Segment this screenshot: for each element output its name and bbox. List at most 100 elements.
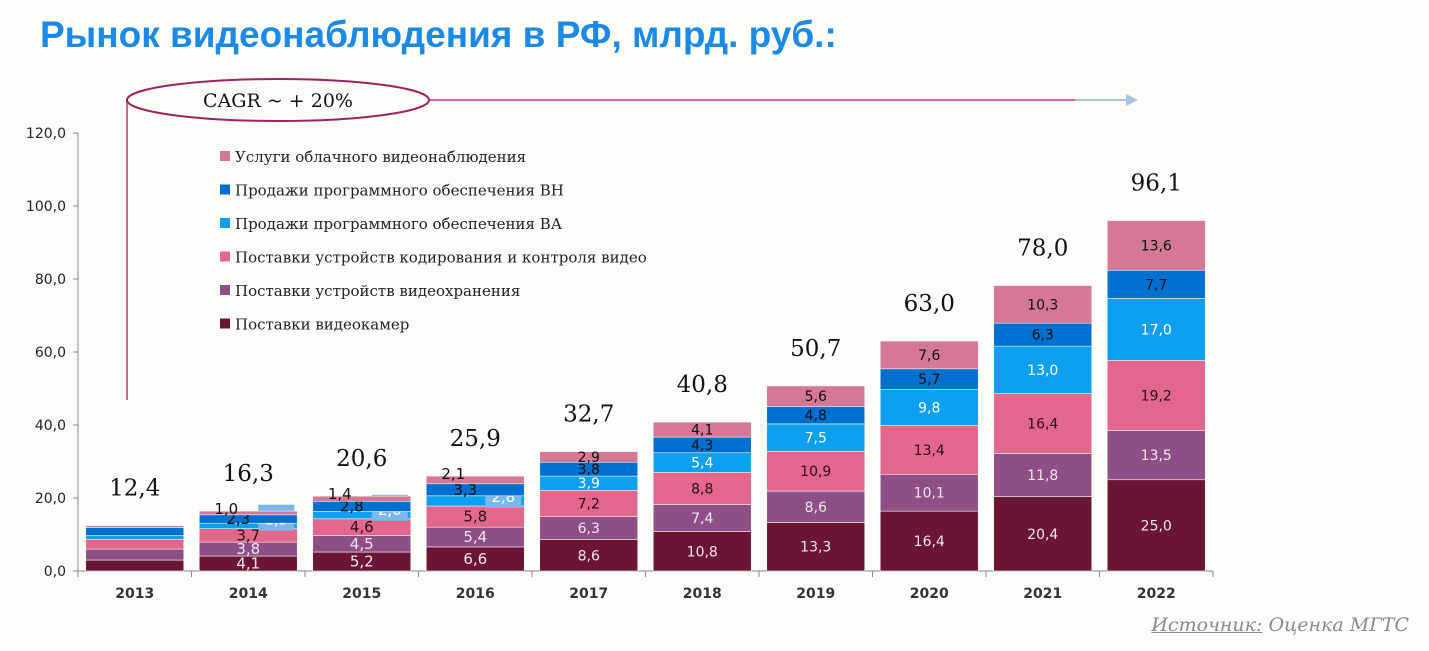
x-tick-label: 2020 [910, 586, 949, 602]
data-label: 5,7 [918, 372, 940, 388]
total-label: 96,1 [1131, 171, 1182, 197]
total-label: 32,7 [563, 402, 614, 428]
data-label: 4,8 [805, 408, 827, 424]
data-label: 6,6 [463, 550, 487, 568]
legend-item: Продажи программного обеспечения ВА [220, 215, 563, 233]
bar-segment [652, 531, 752, 572]
legend-swatch [220, 151, 230, 161]
total-label: 12,4 [109, 476, 160, 502]
bar-2019: 13,3 8,6 10,9 7,5 4,8 5,6 [766, 385, 866, 572]
data-label: 25,0 [1141, 518, 1172, 534]
legend-swatch [220, 251, 230, 262]
data-label: 1,4 [328, 485, 352, 503]
data-label: 8,6 [805, 500, 827, 516]
source-text: Оценка МГТС [1262, 614, 1409, 636]
data-label: 6,3 [1032, 328, 1054, 344]
source-label: Источник: [1151, 614, 1263, 636]
bar-segment [1106, 220, 1206, 271]
y-tick-label: 100,0 [26, 199, 66, 215]
bar-segment [879, 510, 979, 572]
data-label: 6,3 [578, 521, 600, 537]
bar-segment [539, 490, 639, 517]
bar-segment [539, 451, 639, 463]
bar-segment [993, 453, 1093, 497]
bar-segment [85, 538, 185, 550]
bar-segment [1106, 298, 1206, 361]
data-label: 10,1 [914, 486, 945, 502]
data-label: 5,8 [463, 508, 487, 526]
data-label: 4,1 [236, 555, 260, 573]
bar-2015: 5,24,54,62,02,81,4 [312, 485, 412, 572]
legend-label: Поставки устройств кодирования и контрол… [235, 249, 647, 267]
legend-item: Поставки видеокамер [220, 316, 409, 334]
cagr-ellipse [126, 78, 430, 122]
y-tick-label: 120,0 [26, 126, 66, 142]
legend-label: Услуги облачного видеонаблюдения [235, 148, 526, 166]
data-label: 10,3 [1027, 297, 1058, 313]
y-tick-label: 40,0 [35, 418, 66, 434]
x-tick-label: 2015 [342, 586, 381, 602]
total-label: 78,0 [1017, 236, 1068, 262]
y-tick-label: 80,0 [35, 272, 66, 288]
data-label: 5,4 [463, 528, 487, 546]
data-label: 13,6 [1141, 238, 1172, 254]
data-label: 3,8 [578, 462, 600, 478]
legend-label: Поставки устройств видеохранения [235, 282, 520, 300]
y-tick-label: 60,0 [35, 345, 66, 361]
data-label: 10,9 [800, 464, 831, 480]
legend-item: Услуги облачного видеонаблюдения [220, 148, 526, 166]
data-label: 8,8 [691, 482, 713, 498]
total-label: 20,6 [336, 446, 387, 472]
bar-segment [879, 340, 979, 370]
data-label: 4,1 [691, 423, 713, 439]
data-label: 3,8 [236, 540, 260, 558]
data-label: 13,5 [1141, 448, 1172, 464]
x-tick-label: 2014 [229, 586, 268, 602]
data-label: 7,2 [578, 496, 600, 512]
page-title: Рынок видеонаблюдения в РФ, млрд. руб.: [40, 14, 837, 55]
bar-segment [1106, 430, 1206, 481]
data-label: 7,6 [918, 348, 940, 364]
cagr-label: CAGR ~ + 20% [203, 90, 353, 112]
data-label: 20,4 [1027, 527, 1058, 543]
data-label: 4,5 [350, 535, 374, 553]
data-label: 7,4 [691, 511, 713, 527]
data-label: 13,4 [914, 443, 945, 459]
data-label: 3,9 [578, 476, 600, 492]
x-tick-label: 2013 [115, 586, 154, 602]
x-tick-label: 2022 [1137, 586, 1176, 602]
data-label: 19,2 [1141, 388, 1172, 404]
total-label: 25,9 [450, 426, 501, 452]
total-label: 16,3 [223, 461, 274, 487]
x-tick-label: 2019 [796, 586, 835, 602]
data-label: 9,8 [918, 400, 940, 416]
bar-2014: 4,13,83,71,52,31,0 [198, 500, 298, 573]
y-tick-label: 20,0 [35, 491, 66, 507]
data-label: 10,8 [687, 544, 718, 560]
bar-segment [425, 475, 525, 485]
bar-segment [312, 495, 412, 502]
bar-segment [1106, 360, 1206, 431]
data-label: 13,3 [800, 540, 831, 556]
bar-segment [85, 548, 185, 561]
data-label: 16,4 [914, 534, 945, 550]
bar-segment [85, 535, 185, 540]
legend-swatch [220, 184, 230, 195]
total-label: 40,8 [677, 372, 728, 398]
bar-segment [879, 425, 979, 475]
x-tick-label: 2017 [569, 586, 608, 602]
legend-swatch [220, 218, 230, 228]
bar-segment [85, 525, 185, 528]
bar-segment [879, 389, 979, 426]
data-label: 5,4 [691, 456, 713, 472]
data-label: 4,3 [691, 438, 713, 454]
legend-item: Продажи программного обеспечения ВН [220, 182, 564, 200]
x-tick-label: 2016 [456, 586, 495, 602]
bar-2018: 10,8 7,4 8,8 5,4 4,34,1 [652, 421, 752, 572]
bar-segment [85, 559, 185, 572]
data-label: 3,7 [236, 526, 260, 544]
legend-swatch [220, 285, 230, 295]
y-tick-label: 0,0 [44, 564, 66, 580]
x-tick-label: 2018 [683, 586, 722, 602]
bar-segment [766, 385, 866, 407]
